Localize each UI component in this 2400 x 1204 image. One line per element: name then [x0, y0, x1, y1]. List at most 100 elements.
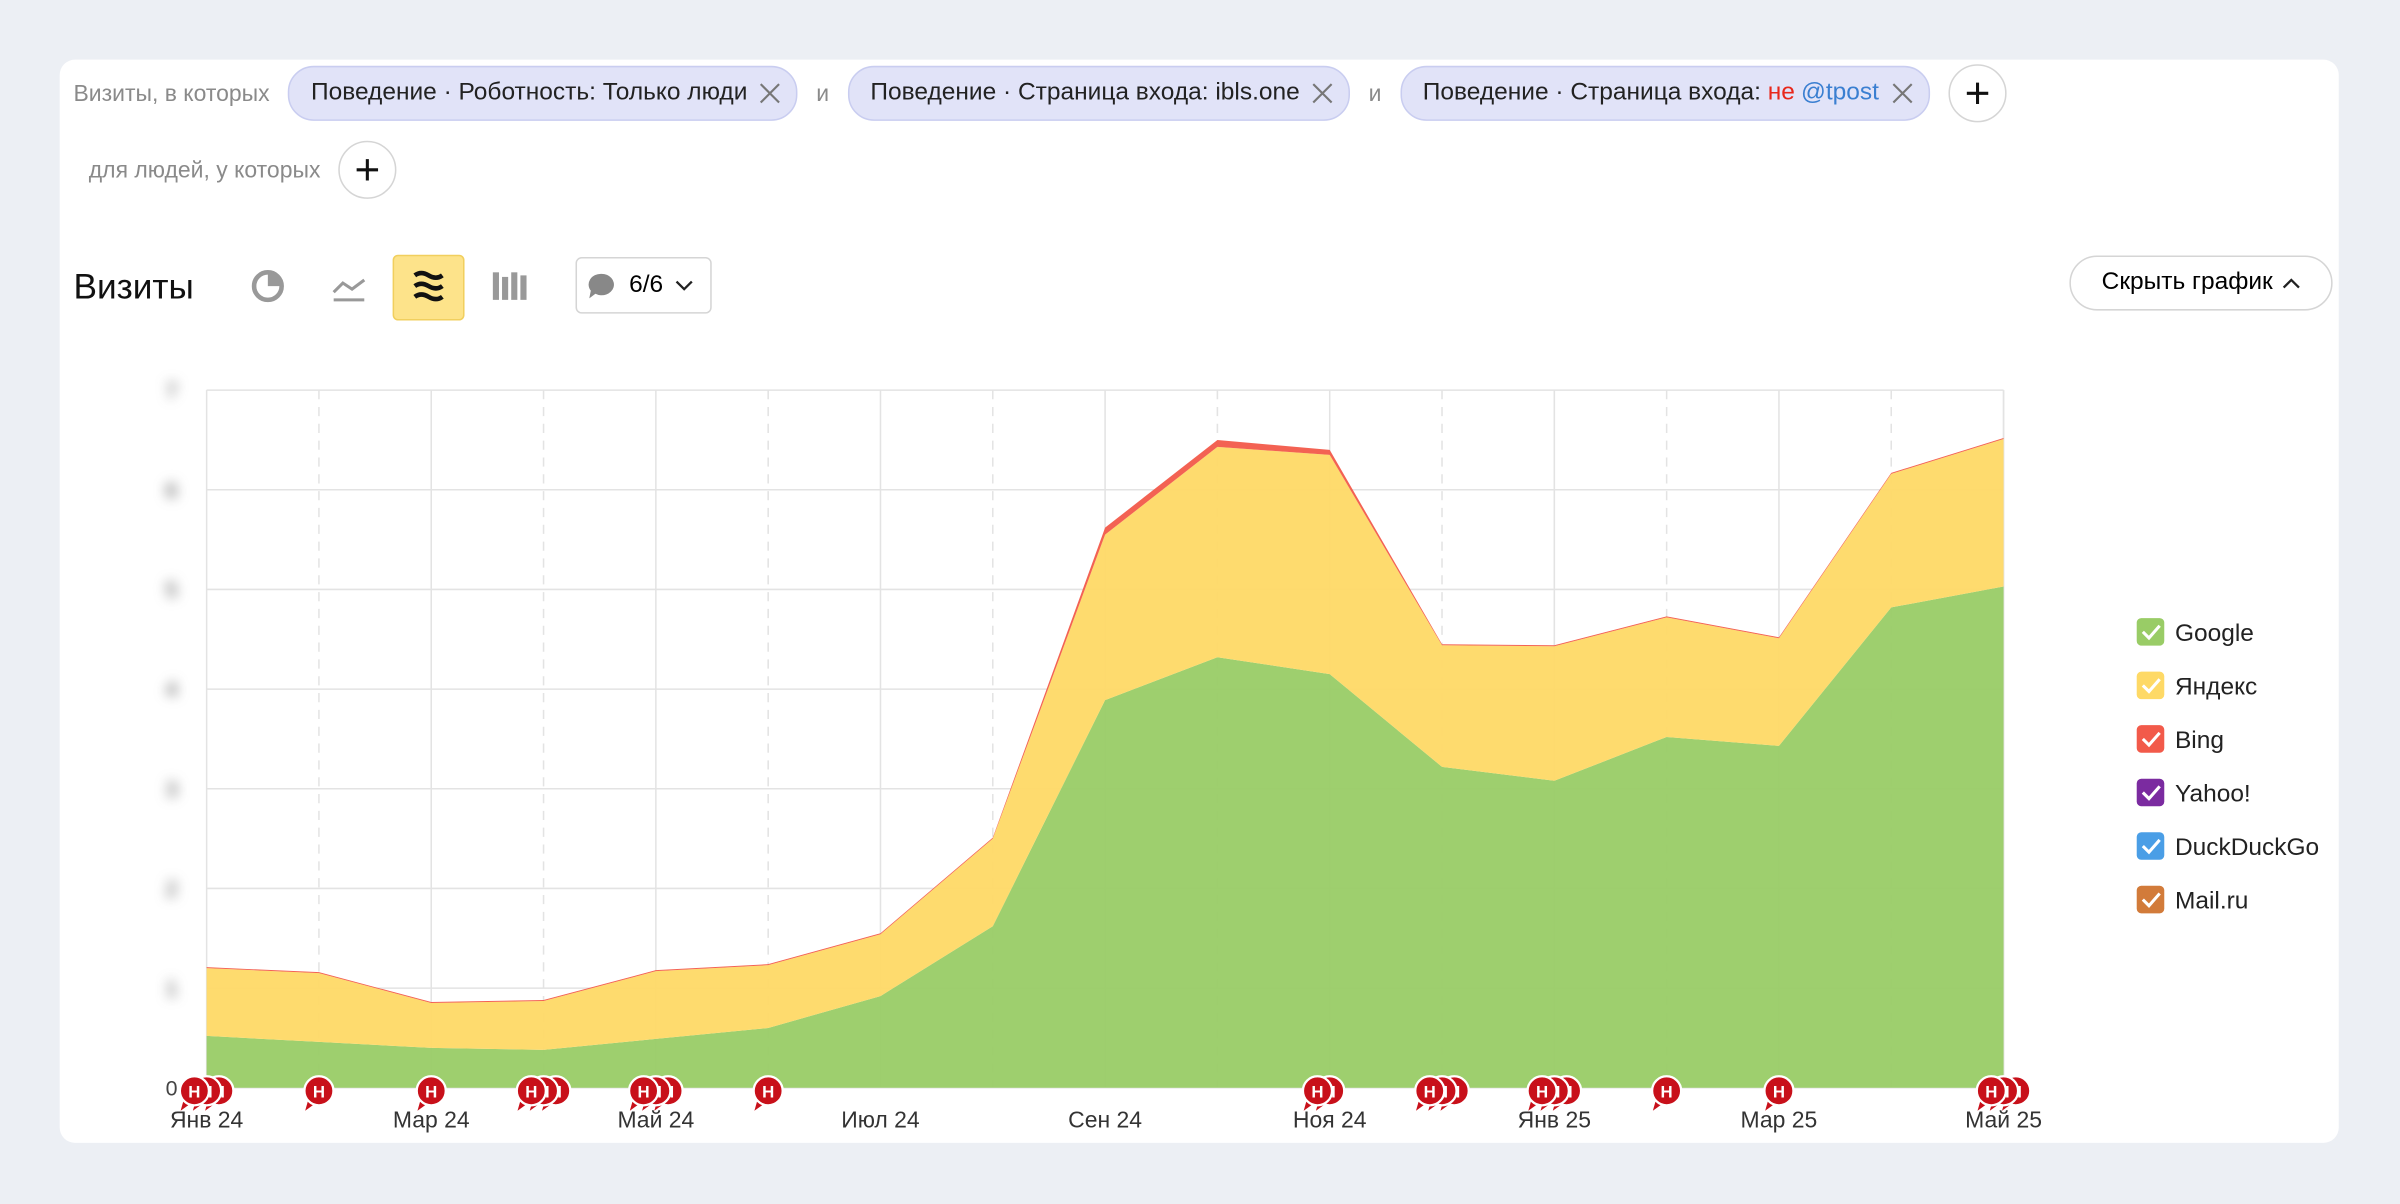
annotation-group: Н: [1763, 1075, 1795, 1111]
y-tick-label: 1: [166, 977, 178, 1001]
legend-check: [2141, 838, 2161, 855]
legend-item[interactable]: Bing: [2136, 725, 2224, 754]
legend-checkbox: [2136, 725, 2165, 753]
annotation-marker: [1526, 1075, 1558, 1107]
filter-label: Визиты, в которых: [73, 80, 270, 107]
area-icon: [413, 270, 444, 302]
legend-check: [2141, 624, 2161, 641]
legend-item[interactable]: Google: [2136, 618, 2254, 647]
y-tick-label: 7: [166, 379, 178, 403]
annotation-marker: [752, 1075, 784, 1107]
legend-item[interactable]: Яндекс: [2136, 671, 2258, 701]
y-tick-label: 3: [166, 777, 178, 801]
annotation-marker: [515, 1075, 547, 1107]
filter-chip[interactable]: Поведение · Страница входа: ibls.one: [847, 65, 1351, 121]
legend-label: Mail.ru: [2175, 888, 2248, 915]
annotation-marker: [178, 1075, 211, 1107]
legend-item[interactable]: Yahoo!: [2136, 778, 2251, 808]
annotations-count: 6/6: [629, 271, 664, 298]
line-icon[interactable]: [332, 278, 366, 302]
y-tick-label: 5: [166, 578, 178, 602]
legend-check: [2141, 731, 2161, 748]
joiner: и: [816, 80, 830, 107]
chevron-icon: [676, 279, 694, 291]
chip-negation: не: [1767, 79, 1795, 106]
y-tick-label: 2: [166, 877, 178, 901]
remove-icon[interactable]: [1891, 83, 1912, 104]
x-tick-label: Ноя 24: [1293, 1107, 1367, 1133]
annotation-marker: [627, 1075, 660, 1107]
add-filter-button[interactable]: [1947, 64, 2006, 123]
annotation-marker: [1763, 1075, 1795, 1107]
x-tick-label: Май 24: [617, 1107, 694, 1133]
chevron-up: [2282, 278, 2300, 289]
x-tick-label: Май 25: [1965, 1107, 2042, 1133]
legend-check: [2141, 892, 2161, 908]
annotation-marker: [1975, 1075, 2007, 1107]
people-row: для людей, у которых: [88, 140, 397, 199]
people-label: для людей, у которых: [88, 156, 321, 183]
joiner: и: [1368, 80, 1382, 107]
annotation-label: Н: [762, 1083, 774, 1102]
legend-label: Bing: [2175, 727, 2224, 754]
filter-chip[interactable]: Поведение · Страница входа: не @tpost: [1399, 65, 1930, 121]
legend-label: Google: [2175, 620, 2254, 647]
chip-text: Поведение · Роботность: Только люди: [310, 79, 748, 106]
x-tick-label: Янв 25: [1518, 1107, 1591, 1133]
annotation-label: Н: [1985, 1083, 1997, 1102]
annotation-label: Н: [638, 1083, 650, 1102]
chip-value: @tpost: [1800, 79, 1879, 106]
legend-check: [2141, 785, 2161, 801]
legend-checkbox: [2136, 778, 2165, 807]
x-tick-label: Июл 24: [841, 1107, 920, 1133]
legend-check: [2141, 678, 2161, 694]
annotation-group: ННН: [627, 1075, 684, 1111]
x-tick-label: Мар 25: [1741, 1107, 1818, 1133]
annotation-group: ННН: [1975, 1075, 2032, 1111]
annotation-label: Н: [313, 1083, 325, 1102]
annotation-group: ННН: [178, 1075, 235, 1111]
annotation-group: Н: [752, 1075, 784, 1111]
annotation-group: ННН: [1526, 1075, 1583, 1111]
y-tick-label: 0: [166, 1076, 178, 1100]
annotation-marker: [1414, 1075, 1446, 1107]
legend-item[interactable]: DuckDuckGo: [2136, 832, 2319, 861]
legend-label: DuckDuckGo: [2175, 834, 2319, 861]
filter-chip[interactable]: Поведение · Роботность: Только люди: [288, 65, 798, 121]
legend-item[interactable]: Mail.ru: [2136, 885, 2249, 915]
annotation-group: ННН: [515, 1075, 572, 1111]
legend-checkbox: [2136, 671, 2165, 700]
annotation-marker: [415, 1075, 447, 1107]
area: [206, 586, 2004, 1088]
filter-row: Визиты, в которых Поведение · Роботность…: [73, 64, 2006, 123]
legend-checkbox: [2136, 618, 2165, 646]
x-tick-label: Янв 24: [170, 1107, 244, 1133]
chip-text: Поведение · Страница входа: ibls.one: [870, 79, 1300, 106]
annotation-label: Н: [525, 1083, 537, 1102]
annotation-label: Н: [188, 1083, 200, 1102]
remove-icon[interactable]: [760, 83, 781, 104]
annotation-label: Н: [1661, 1083, 1673, 1102]
annotation-marker: [303, 1075, 335, 1107]
legend-label: Яндекс: [2175, 674, 2257, 701]
remove-icon[interactable]: [1312, 83, 1333, 104]
hide-chart-button[interactable]: Скрыть график: [2069, 255, 2333, 311]
y-tick-label: 6: [166, 478, 178, 502]
annotations-dropdown[interactable]: 6/6: [575, 257, 712, 314]
annotation-group: Н: [303, 1075, 335, 1111]
pie-icon[interactable]: [251, 270, 284, 303]
area: [206, 438, 2004, 1050]
annotation-label: Н: [1773, 1083, 1785, 1102]
bar-icon[interactable]: [492, 272, 527, 300]
comment-icon: [588, 273, 614, 298]
annotation-marker: [1301, 1075, 1334, 1107]
annotation-group: НН: [1301, 1075, 1346, 1111]
annotation-label: Н: [1424, 1083, 1436, 1102]
annotation-marker: [1650, 1075, 1683, 1107]
add-people-filter-button[interactable]: [338, 140, 397, 199]
legend-checkbox: [2136, 885, 2165, 914]
annotation-label: Н: [425, 1083, 437, 1102]
